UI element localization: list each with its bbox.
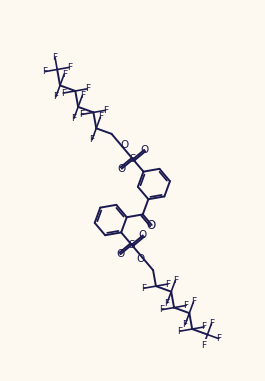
Text: F: F (209, 319, 214, 328)
Text: O: O (116, 249, 125, 259)
Text: F: F (62, 69, 67, 78)
Text: F: F (201, 341, 206, 351)
Text: S: S (130, 154, 136, 164)
Text: F: F (67, 63, 72, 72)
Text: F: F (71, 114, 77, 123)
Text: F: F (191, 297, 196, 306)
Text: O: O (146, 219, 156, 232)
Text: F: F (165, 280, 170, 288)
Text: F: F (202, 322, 207, 331)
Text: F: F (98, 112, 103, 122)
Text: F: F (141, 284, 147, 293)
Text: S: S (128, 240, 135, 250)
Text: F: F (173, 276, 178, 285)
Text: F: F (61, 88, 66, 98)
Text: F: F (53, 92, 58, 101)
Text: F: F (80, 91, 85, 100)
Text: O: O (139, 231, 147, 240)
Text: O: O (140, 145, 148, 155)
Text: F: F (165, 299, 170, 307)
Text: F: F (90, 135, 95, 144)
Text: F: F (216, 334, 222, 343)
Text: F: F (160, 305, 165, 314)
Text: F: F (52, 53, 58, 62)
Text: O: O (120, 141, 129, 150)
Text: F: F (183, 301, 189, 310)
Text: F: F (103, 106, 108, 115)
Text: O: O (118, 163, 126, 174)
Text: F: F (79, 110, 84, 119)
Text: F: F (43, 67, 48, 76)
Text: F: F (85, 84, 90, 93)
Text: F: F (183, 320, 188, 329)
Text: O: O (136, 254, 144, 264)
Text: F: F (178, 327, 183, 336)
